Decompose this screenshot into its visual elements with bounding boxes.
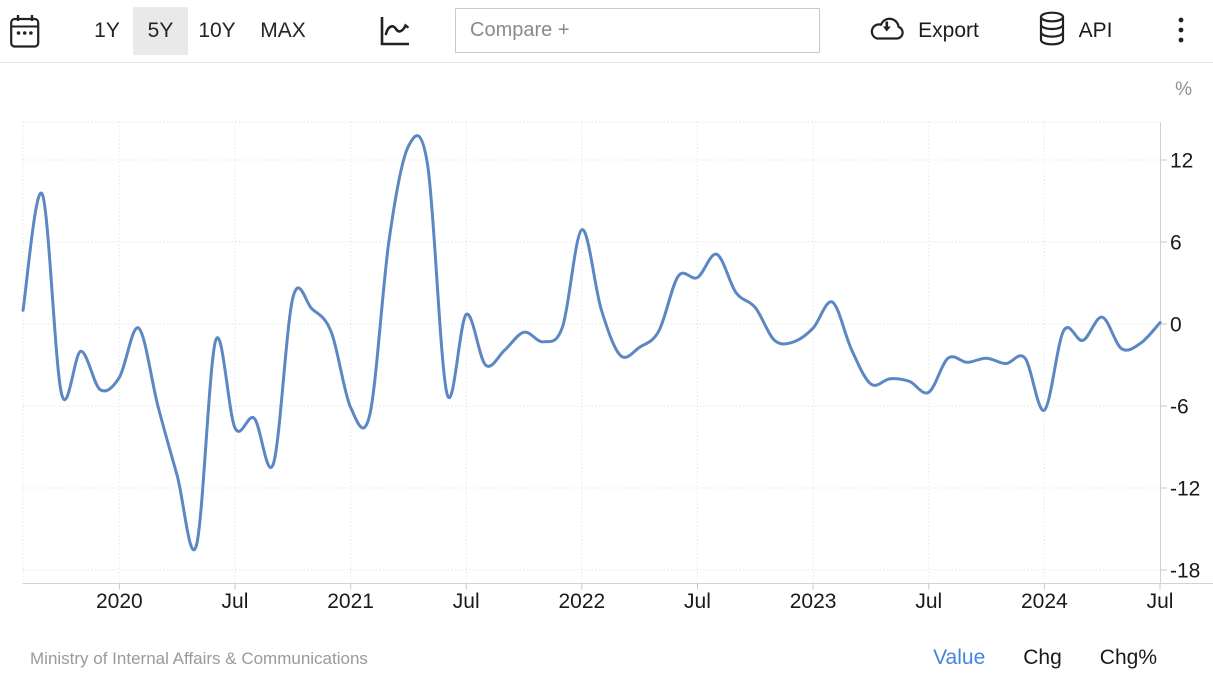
svg-text:0: 0 (1170, 314, 1182, 337)
svg-text:-12: -12 (1170, 478, 1200, 501)
chart-type-button[interactable] (374, 13, 414, 49)
compare-input[interactable] (455, 8, 820, 53)
range-button-5y[interactable]: 5Y (133, 7, 188, 55)
svg-text:Jul: Jul (453, 590, 480, 613)
svg-text:2024: 2024 (1021, 590, 1068, 613)
chg-percent-link[interactable]: Chg% (1099, 646, 1157, 669)
svg-text:12: 12 (1170, 150, 1193, 173)
svg-text:-18: -18 (1170, 560, 1200, 583)
more-options-button[interactable] (1166, 11, 1196, 51)
source-attribution: Ministry of Internal Affairs & Communica… (30, 649, 368, 668)
chg-link[interactable]: Chg (1023, 646, 1062, 669)
kebab-menu-icon (1175, 15, 1187, 47)
api-label: API (1078, 19, 1113, 42)
value-link[interactable]: Value (933, 646, 986, 669)
range-button-max[interactable]: MAX (250, 7, 316, 55)
svg-text:2022: 2022 (559, 590, 606, 613)
svg-text:2021: 2021 (327, 590, 374, 613)
calendar-icon (8, 12, 41, 50)
export-button[interactable]: Export (862, 10, 984, 52)
calendar-button[interactable] (6, 12, 42, 50)
svg-text:%: % (1175, 79, 1192, 100)
svg-text:2023: 2023 (790, 590, 837, 613)
svg-text:Jul: Jul (1147, 590, 1174, 613)
svg-text:-6: -6 (1170, 396, 1189, 419)
svg-text:Jul: Jul (222, 590, 249, 613)
svg-text:Jul: Jul (915, 590, 942, 613)
api-button[interactable]: API (1030, 10, 1118, 52)
range-button-10y[interactable]: 10Y (188, 7, 246, 55)
export-label: Export (918, 19, 979, 42)
range-button-1y[interactable]: 1Y (84, 7, 130, 55)
database-icon (1036, 10, 1068, 53)
footer-links: Value Chg Chg% (933, 646, 1157, 670)
line-chart-icon (376, 13, 412, 49)
svg-text:6: 6 (1170, 232, 1182, 255)
toolbar: 1Y 5Y 10Y MAX Export (0, 0, 1213, 63)
svg-text:2020: 2020 (96, 590, 143, 613)
svg-text:Jul: Jul (684, 590, 711, 613)
cloud-download-icon (867, 12, 907, 50)
